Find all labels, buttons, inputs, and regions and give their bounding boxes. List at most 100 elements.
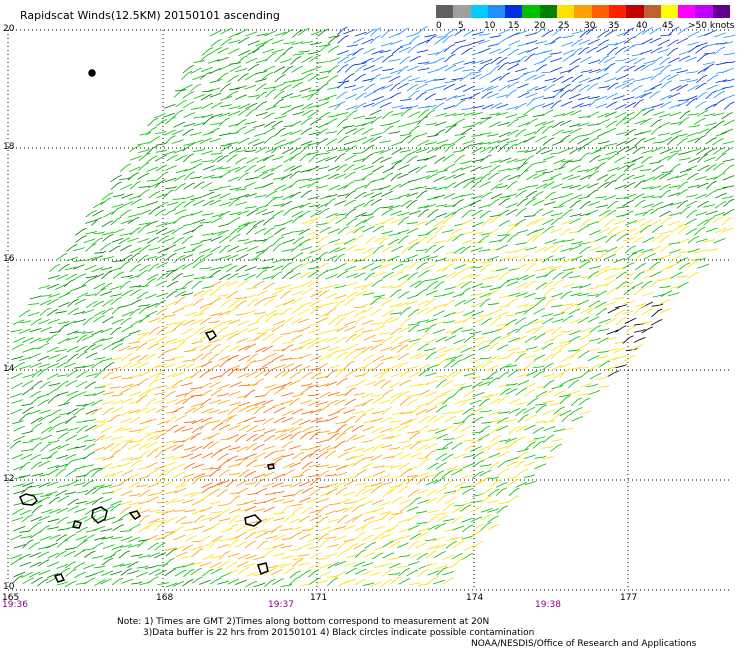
wind-barb (723, 141, 735, 144)
wind-barb (118, 514, 129, 521)
wind-barb (326, 131, 337, 133)
wind-barb (30, 391, 41, 397)
wind-barb (514, 437, 525, 442)
wind-barb (109, 268, 121, 272)
wind-barb (182, 293, 194, 296)
wind-barb (541, 150, 553, 154)
wind-barb (436, 488, 447, 494)
wind-barb (354, 352, 365, 359)
wind-barb (716, 132, 728, 136)
wind-barb (543, 156, 555, 160)
wind-barb (355, 569, 367, 574)
wind-barb (200, 267, 211, 269)
wind-barb (281, 308, 292, 315)
wind-barb (283, 494, 294, 496)
wind-barb (139, 390, 150, 397)
wind-barb (254, 359, 265, 362)
wind-barb (714, 33, 726, 37)
wind-barb (451, 47, 462, 55)
wind-barb (57, 517, 68, 524)
wind-barb (640, 321, 651, 323)
lon-label-168: 168 (156, 593, 173, 603)
wind-barb (407, 394, 418, 397)
wind-barb (443, 321, 454, 324)
wind-barb (470, 200, 481, 206)
wind-barb (354, 273, 366, 278)
wind-barb (344, 416, 355, 423)
wind-barb (57, 275, 68, 280)
wind-barb (572, 39, 583, 46)
wind-barb (301, 190, 312, 197)
wind-barb (325, 537, 336, 539)
wind-barb (244, 500, 256, 503)
time-label-2: 19:37 (268, 600, 294, 610)
wind-barb (244, 295, 256, 299)
wind-barb (587, 124, 598, 126)
wind-barb (452, 168, 463, 173)
wind-barb (399, 555, 410, 557)
wind-barb (31, 531, 42, 538)
wind-barb (166, 339, 178, 343)
wind-barb (347, 292, 358, 298)
wind-barb (518, 373, 530, 377)
wind-barb (263, 217, 274, 225)
wind-barb (524, 455, 536, 459)
wind-barb (659, 286, 670, 288)
wind-barb (650, 272, 661, 278)
wind-barb (518, 414, 529, 422)
wind-barb (85, 294, 96, 296)
wind-barb (724, 35, 735, 38)
wind-barb (310, 66, 322, 71)
wind-barb (724, 102, 735, 110)
wind-barb (310, 553, 321, 559)
wind-barb (120, 428, 131, 430)
wind-barb (662, 203, 674, 208)
wind-barb (587, 287, 598, 290)
wind-barb (686, 201, 697, 206)
wind-barb (599, 385, 610, 387)
wind-barb (615, 59, 626, 61)
wind-barb (194, 94, 206, 98)
wind-barb (318, 290, 329, 297)
wind-barb (175, 210, 186, 215)
wind-barb (281, 332, 292, 334)
wind-barb (661, 65, 672, 73)
wind-barb (488, 303, 499, 305)
wind-barb (128, 410, 140, 414)
wind-barb (183, 102, 194, 109)
wind-barb (380, 76, 392, 79)
wind-barb (425, 299, 436, 307)
wind-barb (444, 212, 455, 218)
wind-barb (543, 329, 555, 333)
wind-barb (415, 281, 426, 289)
wind-barb (680, 207, 691, 215)
wind-barb (262, 400, 273, 405)
wind-barb (220, 370, 231, 378)
wind-barb (74, 562, 85, 568)
wind-barb (372, 101, 383, 107)
wind-barb (46, 491, 58, 495)
wind-barb (523, 108, 534, 115)
wind-barb (632, 282, 643, 288)
wind-barb (329, 58, 341, 62)
wind-barb (289, 273, 300, 279)
wind-barb (426, 36, 437, 44)
wind-barb (418, 333, 429, 341)
wind-barb (433, 246, 444, 253)
wind-barb (506, 476, 517, 478)
wind-barb (498, 469, 509, 475)
wind-barb (489, 145, 500, 153)
wind-barb (65, 460, 76, 468)
wind-barb (363, 456, 374, 458)
wind-barb (625, 103, 636, 109)
wind-barb (444, 175, 456, 180)
wind-barb (703, 204, 715, 207)
wind-barb (544, 42, 555, 45)
wind-barb (644, 88, 655, 92)
wind-barb (380, 563, 392, 566)
wind-barb (507, 140, 518, 143)
wind-barb (228, 246, 239, 252)
wind-barb (454, 136, 465, 143)
wind-barb (83, 548, 94, 550)
wind-barb (163, 532, 174, 538)
